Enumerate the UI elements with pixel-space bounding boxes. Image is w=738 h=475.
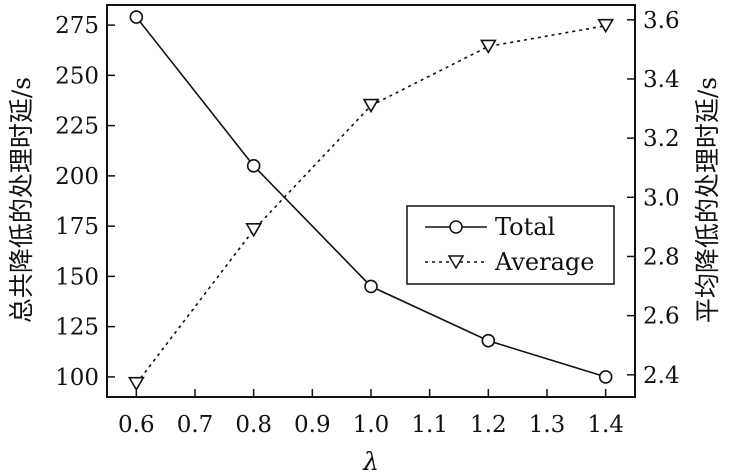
left-y-tick-label: 150 [55, 264, 99, 290]
legend-box [406, 205, 615, 285]
x-tick-label: 1.0 [353, 412, 390, 438]
x-tick-label: 1.1 [411, 412, 448, 438]
x-tick-label: 0.9 [294, 412, 331, 438]
left-y-tick-label: 250 [55, 63, 99, 89]
x-tick-label: 0.8 [235, 412, 272, 438]
data-point-average [245, 223, 263, 238]
legend-marker-average [447, 255, 465, 270]
x-axis-title: λ [362, 447, 379, 475]
legend-label-average: Average [494, 248, 594, 276]
left-y-tick-label: 125 [55, 315, 99, 341]
right-y-tick-label: 3.0 [643, 185, 680, 211]
right-y-tick-label: 3.6 [643, 8, 680, 34]
legend: Total Average [406, 205, 615, 285]
data-point-total [246, 159, 261, 173]
data-point-total [481, 333, 496, 348]
x-tick-label: 1.4 [587, 412, 624, 438]
x-tick-label: 1.2 [470, 412, 507, 438]
legend-label-total: Total [495, 213, 555, 241]
series-layer [127, 10, 615, 392]
data-point-average [127, 376, 145, 392]
legend-marker-total [449, 220, 463, 234]
right-y-tick-label: 2.4 [643, 363, 680, 389]
right-y-axis-ticks: 2.4 2.6 2.8 3.0 3.2 3.4 3.6 [627, 8, 680, 389]
data-point-total [129, 10, 144, 24]
left-y-tick-label: 175 [55, 214, 99, 240]
right-y-axis-title: 平均降低的处理时延/s [693, 77, 722, 323]
left-y-tick-label: 275 [55, 13, 99, 39]
right-y-tick-label: 3.4 [643, 67, 680, 93]
data-point-total [598, 370, 613, 384]
x-tick-label: 1.3 [529, 412, 566, 438]
left-y-tick-label: 225 [55, 114, 99, 140]
x-tick-label: 0.7 [177, 412, 214, 438]
x-axis-ticks: 0.6 0.7 0.8 0.9 1.0 1.1 1.2 1.3 1.4 [118, 389, 624, 438]
series-line-total [135, 16, 606, 378]
data-point-average [479, 39, 497, 55]
data-point-total [364, 279, 378, 294]
series-line-average [135, 24, 606, 385]
data-point-average [362, 98, 380, 114]
x-tick-label: 0.6 [118, 412, 155, 438]
left-y-axis-ticks: 100 125 150 175 200 225 250 275 [55, 13, 115, 391]
left-y-tick-label: 200 [55, 164, 99, 190]
left-y-axis-title: 总共降低的处理时延/s [7, 77, 36, 323]
right-y-tick-label: 3.2 [643, 126, 680, 152]
plot-frame [106, 4, 636, 398]
data-point-average [597, 18, 615, 34]
right-y-tick-label: 2.6 [643, 304, 680, 330]
right-y-tick-label: 2.8 [643, 244, 680, 270]
left-y-tick-label: 100 [55, 365, 99, 391]
